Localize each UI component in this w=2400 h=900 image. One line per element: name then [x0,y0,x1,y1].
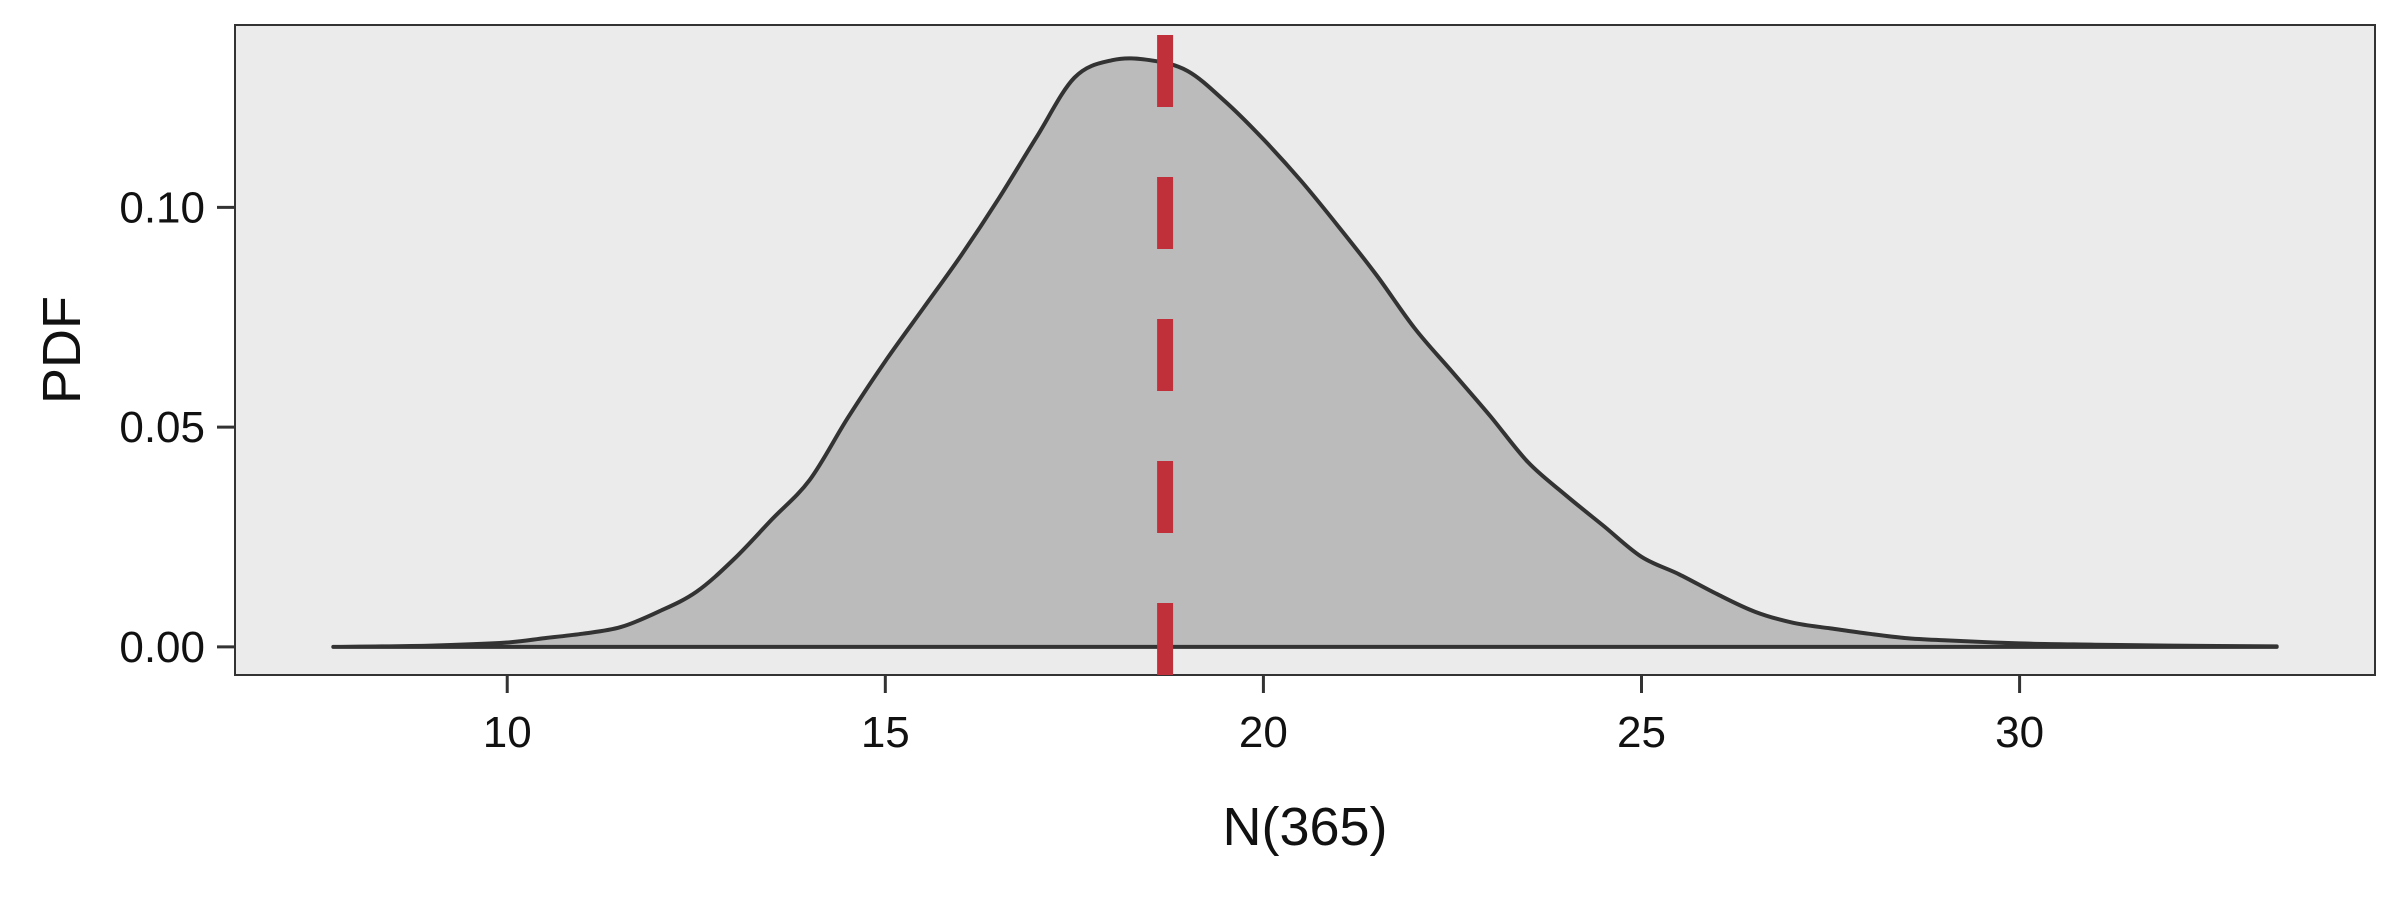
y-tick-label: 0.05 [119,403,205,452]
x-axis-title: N(365) [1222,797,1387,857]
y-axis: 0.00 0.05 0.10 [119,183,235,672]
x-tick-label: 10 [483,708,532,757]
y-tick-label: 0.00 [119,623,205,672]
y-axis-title: PDF [32,296,92,404]
density-layer [331,56,2279,649]
x-axis: 10 15 20 25 30 [483,675,2044,757]
x-tick-label: 20 [1239,708,1288,757]
y-tick-label: 0.10 [119,183,205,232]
x-tick-label: 25 [1617,708,1666,757]
x-tick-label: 30 [1995,708,2044,757]
x-tick-label: 15 [861,708,910,757]
density-area [333,58,2277,647]
density-line [331,56,2279,649]
